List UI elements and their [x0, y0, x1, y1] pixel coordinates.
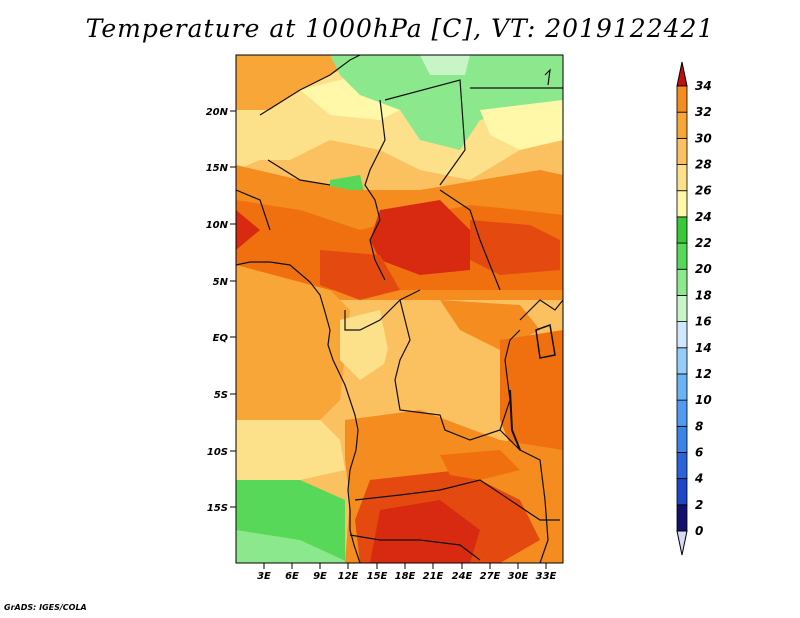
colorbar-swatch	[676, 85, 688, 113]
map-title: Temperature at 1000hPa [C], VT: 20191224…	[85, 14, 715, 43]
lon-label: 12E	[338, 571, 359, 582]
colorbar-swatch	[676, 190, 688, 218]
colorbar-swatch	[676, 321, 688, 349]
colorbar-swatch	[676, 347, 688, 375]
colorbar-swatch	[676, 216, 688, 244]
colorbar-label: 12	[695, 367, 712, 381]
lon-label: 3E	[257, 571, 271, 582]
lat-label: 15S	[207, 503, 228, 514]
colorbar-label: 34	[695, 79, 712, 93]
colorbar-label: 26	[695, 184, 712, 198]
colorbar-label: 22	[695, 236, 712, 250]
lon-label: 27E	[480, 571, 501, 582]
credit-label: GrADS: IGES/COLA	[4, 603, 87, 612]
colorbar-label: 10	[695, 393, 712, 407]
lon-label: 30E	[508, 571, 529, 582]
lat-label: EQ	[213, 333, 229, 344]
colorbar-swatch	[676, 164, 688, 192]
lon-label: 9E	[313, 571, 327, 582]
lon-label: 24E	[452, 571, 473, 582]
colorbar-swatch	[676, 478, 688, 506]
lat-label: 20N	[206, 107, 229, 118]
lat-label: 10S	[207, 447, 228, 458]
lon-label: 21E	[423, 571, 444, 582]
colorbar-label: 24	[695, 210, 712, 224]
colorbar-label: 28	[695, 158, 712, 172]
colorbar-swatch	[676, 425, 688, 453]
lat-label: 5S	[214, 390, 228, 401]
colorbar-swatch	[676, 242, 688, 270]
boundaries	[235, 54, 564, 564]
colorbar-label: 14	[695, 341, 712, 355]
colorbar-under-triangle	[676, 530, 688, 556]
colorbar-label: 30	[695, 131, 712, 145]
lat-label: 10N	[206, 220, 229, 231]
colorbar-swatch	[676, 373, 688, 401]
colorbar-swatch	[676, 268, 688, 296]
colorbar-swatch	[676, 111, 688, 139]
colorbar-label: 2	[695, 498, 703, 512]
lon-label: 15E	[367, 571, 388, 582]
colorbar-label: 18	[695, 288, 712, 302]
temperature-field	[236, 55, 563, 563]
lon-label: 18E	[395, 571, 416, 582]
lat-label: 5N	[213, 277, 229, 288]
colorbar-swatch	[676, 504, 688, 532]
colorbar-label: 32	[695, 105, 712, 119]
lon-label: 6E	[285, 571, 299, 582]
colorbar-swatch	[676, 452, 688, 480]
colorbar-label: 0	[695, 524, 703, 538]
colorbar-swatch	[676, 137, 688, 165]
colorbar-over-triangle	[676, 61, 688, 87]
colorbar-label: 6	[695, 445, 703, 459]
colorbar-label: 4	[694, 472, 703, 486]
colorbar-swatch	[676, 399, 688, 427]
lon-label: 33E	[536, 571, 557, 582]
colorbar-label: 20	[695, 262, 712, 276]
colorbar-label: 8	[695, 419, 703, 433]
map-frame	[235, 54, 564, 564]
lat-label: 15N	[206, 163, 229, 174]
colorbar-swatch	[676, 295, 688, 322]
colorbar-label: 16	[695, 315, 712, 329]
